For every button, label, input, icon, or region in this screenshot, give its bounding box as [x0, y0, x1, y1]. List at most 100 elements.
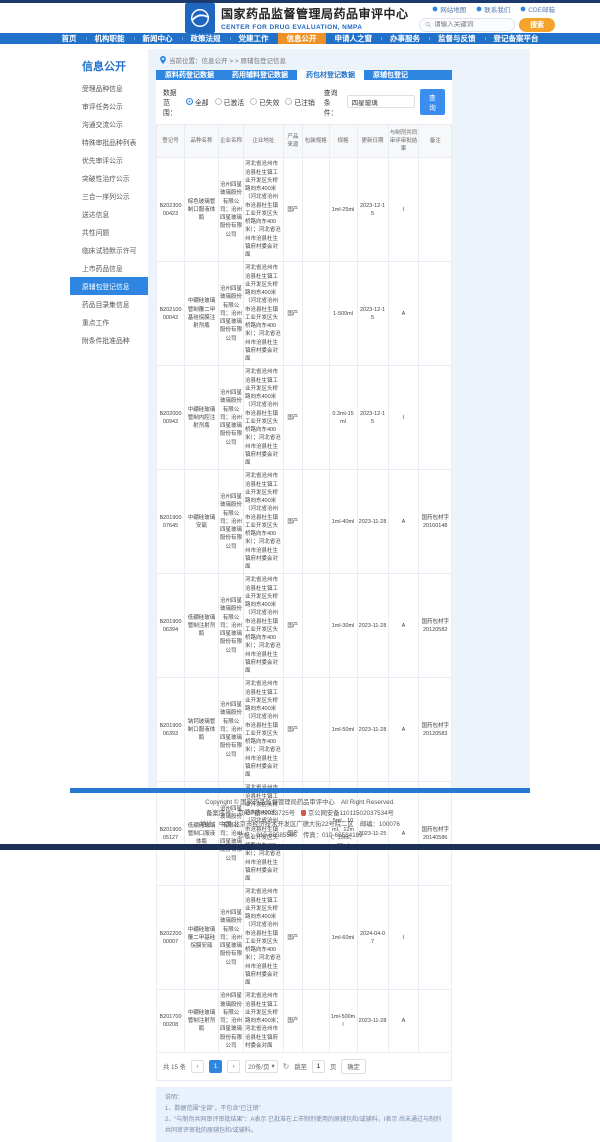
tab[interactable]: 原辅包登记 — [364, 70, 417, 80]
sidebar-item-label: 重点工作 — [82, 319, 110, 327]
link-icon — [520, 6, 526, 12]
nav-item[interactable]: 申请人之窗 — [326, 33, 382, 44]
cell-source: 国产 — [282, 469, 303, 575]
sidebar-item[interactable]: 重点工作 — [70, 313, 148, 331]
cell-address: 河北省沧州市沧县杜生镇工业开发区头桥路向东400米；河北省沧州市沧县杜生镇府村委… — [243, 989, 284, 1054]
nav-item[interactable]: 信息公开 — [277, 32, 326, 44]
sidebar-item[interactable]: 特殊审批品种列表 — [70, 133, 148, 151]
nav-item[interactable]: 办事服务 — [381, 33, 429, 44]
sidebar-item[interactable]: 审评任务公示 — [70, 97, 148, 115]
nav-item[interactable]: 党建工作 — [229, 33, 278, 44]
radio-option[interactable]: 全部 — [186, 97, 209, 107]
sidebar-item-label: 上市药品信息 — [82, 265, 123, 273]
radio-option[interactable]: 已注销 — [285, 97, 315, 107]
next-page-button[interactable]: › — [227, 1060, 241, 1074]
page-number-button[interactable]: 1 — [209, 1060, 223, 1074]
prev-page-button[interactable]: ‹ — [191, 1060, 205, 1074]
cell-source: 国产 — [282, 157, 303, 263]
tab-label: 药包材登记数据 — [306, 71, 355, 79]
nav-item[interactable]: 首页 — [53, 33, 86, 44]
jump-confirm-button[interactable]: 确定 — [341, 1059, 366, 1075]
search-button[interactable]: 搜索 — [519, 17, 555, 32]
sidebar-item-label: 三合一序列公示 — [82, 193, 130, 201]
tab[interactable]: 原料药登记数据 — [156, 70, 223, 80]
tab-label: 原辅包登记 — [373, 71, 408, 79]
refresh-icon[interactable]: ↻ — [282, 1062, 290, 1072]
sidebar-item[interactable]: 送达信息 — [70, 205, 148, 223]
search-input[interactable] — [434, 21, 509, 29]
table-row: B20200000942 中硼硅玻璃管制内腔注射剂瓶 沧州四星玻璃股份有限公司；… — [155, 365, 452, 471]
cell-address: 河北省沧州市沧县杜生镇工业开发区头桥路向东400米（河北省沧州市沧县杜生镇工业开… — [243, 573, 284, 679]
nav-item[interactable]: 登记备案平台 — [484, 33, 548, 44]
cell-company: 沧州四星玻璃股份有限公司；沧州四星玻璃股份有限公司 — [217, 157, 245, 263]
nav-item-label: 登记备案平台 — [493, 33, 539, 43]
table-row: B20170000208 中硼硅玻璃管制注射剂瓶 沧州四星玻璃股份有限公司；沧州… — [155, 989, 452, 1054]
header-quick-link[interactable]: 联系我们 — [476, 4, 510, 14]
sidebar-item[interactable]: 药品目录集信息 — [70, 295, 148, 313]
sidebar-item-label: 原辅包登记信息 — [82, 283, 130, 291]
sidebar-item-label: 附条件批准品种 — [82, 337, 130, 345]
cell-remark — [418, 261, 452, 367]
sidebar-item[interactable]: 三合一序列公示 — [70, 187, 148, 205]
cell-pack-spec — [301, 157, 330, 263]
sidebar-item[interactable]: 附条件批准品种 — [70, 331, 148, 349]
sidebar-item-label: 受理品种信息 — [82, 85, 123, 93]
nav-item[interactable]: 监督与反馈 — [429, 33, 485, 44]
tab[interactable]: 药用辅料登记数据 — [223, 70, 297, 80]
query-button[interactable]: 查询 — [419, 88, 445, 115]
sidebar-item-label: 送达信息 — [82, 211, 110, 219]
cell-review-result: A — [387, 677, 420, 783]
table-column-header: 包装规格 — [301, 123, 330, 159]
query-input[interactable] — [346, 95, 415, 109]
nav-item[interactable]: 新闻中心 — [133, 33, 182, 44]
cell-company: 沧州四星玻璃股份有限公司；沧州四星玻璃股份有限公司 — [217, 989, 245, 1054]
table-column-header: 与制剂共同审评审批结果 — [387, 123, 420, 159]
nav-item-label: 政策法规 — [190, 33, 221, 43]
sidebar-item[interactable]: 共性问题 — [70, 223, 148, 241]
nav-item[interactable]: 政策法规 — [181, 33, 230, 44]
cell-pack-spec — [301, 677, 330, 783]
sidebar-item[interactable]: 优先审评公示 — [70, 151, 148, 169]
nav-item-label: 新闻中心 — [142, 33, 173, 43]
radio-option[interactable]: 已激活 — [214, 97, 244, 107]
cell-spec: 1ml-60ml — [328, 885, 358, 991]
cell-updated: 2023-11-28 — [356, 469, 389, 575]
tab[interactable]: 药包材登记数据 — [297, 69, 364, 80]
cell-spec: 1ml-500ml — [328, 989, 358, 1054]
nav-item[interactable]: 机构职能 — [85, 33, 134, 44]
link-icon — [432, 6, 438, 12]
jump-page-input[interactable] — [311, 1060, 325, 1074]
sidebar-item[interactable]: 受理品种信息 — [70, 79, 148, 97]
sidebar-item[interactable]: 原辅包登记信息 — [70, 276, 148, 295]
cell-review-result: A — [387, 469, 420, 575]
table-column-header: 品种名称 — [184, 123, 219, 159]
cell-reg-no: B20210000042 — [155, 261, 186, 367]
cell-company: 沧州四星玻璃股份有限公司；沧州四星玻璃股份有限公司 — [217, 469, 245, 575]
sidebar-item[interactable]: 突破性治疗公示 — [70, 169, 148, 187]
header-right: 网站地图 联系我们 CDE邮箱 搜索 — [419, 4, 555, 32]
cell-address: 河北省沧州市沧县杜生镇工业开发区头桥路向东400米（河北省沧州市沧县杜生镇工业开… — [243, 469, 284, 575]
quick-link-label: CDE邮箱 — [528, 6, 555, 14]
radio-dot-icon — [250, 98, 257, 106]
quick-link-label: 网站地图 — [440, 6, 467, 14]
nav-item-label: 党建工作 — [238, 33, 269, 43]
page-size-select[interactable]: 20条/页 ▾ — [245, 1060, 278, 1074]
sidebar-item[interactable]: 沟通交流公示 — [70, 115, 148, 133]
header-quick-link[interactable]: 网站地图 — [432, 4, 466, 14]
cell-company: 沧州四星玻璃股份有限公司；沧州四星玻璃股份有限公司 — [217, 573, 245, 679]
radio-option[interactable]: 已失效 — [250, 97, 279, 107]
cell-pack-spec — [301, 989, 330, 1054]
footer-copyright: Copyright © 国家药品监督管理局药品审评中心 All Right Re… — [205, 798, 395, 806]
cell-updated: 2023-12-15 — [356, 365, 389, 471]
sidebar-item[interactable]: 上市药品信息 — [70, 259, 148, 277]
header-quick-link[interactable]: CDE邮箱 — [520, 4, 555, 14]
sidebar-item[interactable]: 临床试验默示许可 — [70, 241, 148, 259]
table-row: B20190006394 低硼硅玻璃管制注射剂瓶 沧州四星玻璃股份有限公司；沧州… — [155, 573, 452, 679]
tab-label: 药用辅料登记数据 — [232, 71, 288, 79]
nav-item-label: 办事服务 — [390, 33, 420, 43]
sidebar-title: 信息公开 — [82, 60, 126, 73]
cell-address: 河北省沧州市沧县杜生镇工业开发区头桥路向东400米（河北省沧州市沧县杜生镇工业开… — [243, 677, 284, 783]
cell-spec: 1-500ml — [328, 261, 358, 367]
cell-reg-no: B20230000423 — [155, 157, 186, 263]
sidebar-item-label: 优先审评公示 — [82, 157, 123, 165]
